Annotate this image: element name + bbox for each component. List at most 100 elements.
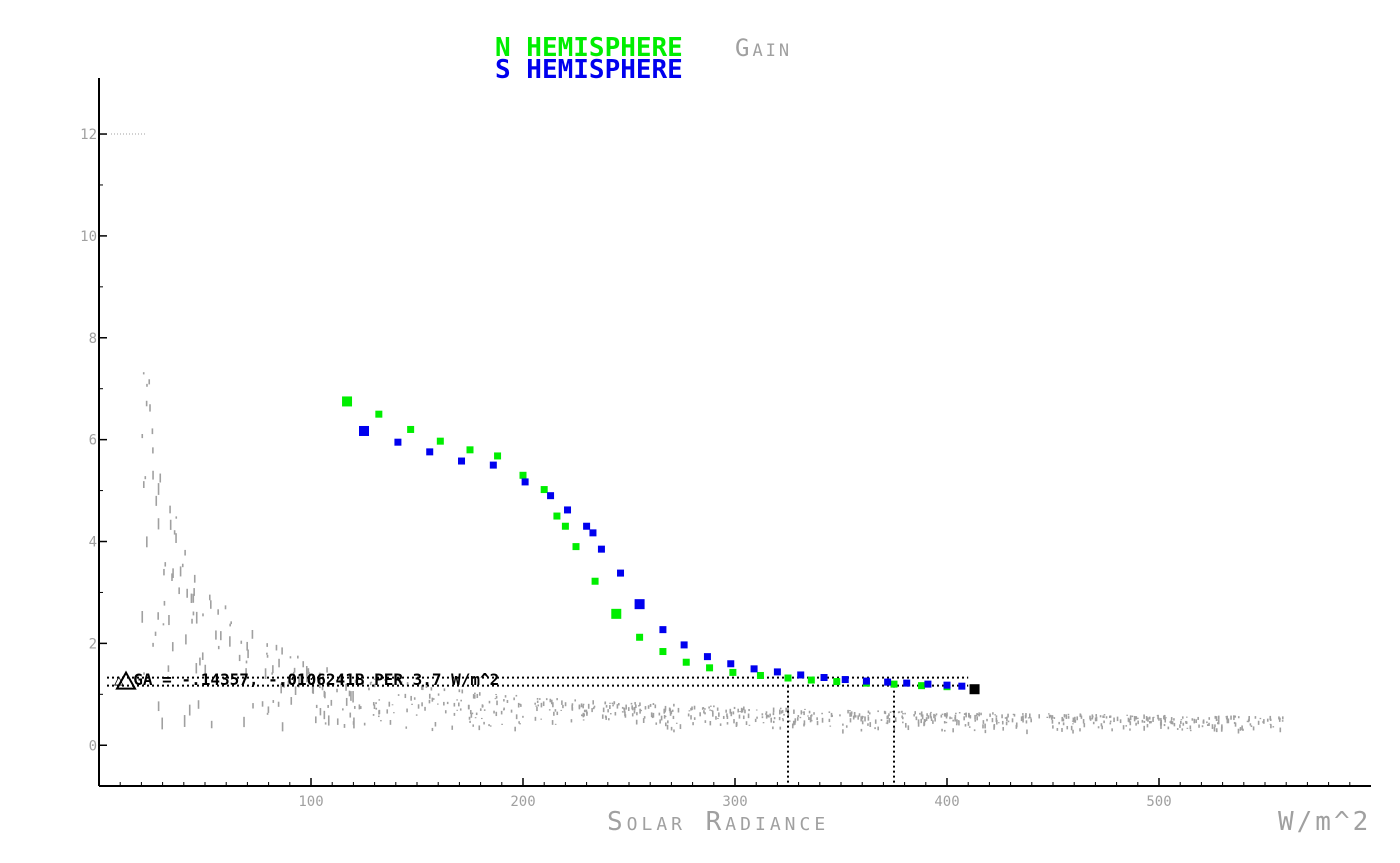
- background-point: [186, 588, 188, 598]
- background-point: [693, 717, 696, 720]
- background-point: [368, 687, 370, 691]
- background-point: [673, 729, 675, 733]
- north-point: [807, 676, 815, 684]
- background-point: [864, 716, 866, 722]
- data-points: [115, 396, 980, 695]
- background-point: [610, 713, 612, 715]
- background-point: [283, 681, 285, 688]
- background-point: [787, 708, 789, 712]
- background-point: [574, 699, 577, 702]
- background-point: [277, 701, 280, 707]
- background-point: [151, 428, 154, 435]
- background-point: [611, 702, 614, 704]
- background-point: [336, 718, 339, 725]
- background-point: [294, 675, 296, 681]
- background-point: [209, 600, 212, 609]
- background-point: [741, 708, 744, 713]
- background-point: [969, 715, 972, 719]
- background-point: [926, 713, 928, 717]
- background-point: [1072, 729, 1074, 734]
- background-point: [782, 719, 784, 722]
- background-point: [754, 718, 757, 723]
- background-point: [830, 712, 833, 718]
- background-point: [802, 711, 805, 713]
- background-point: [1248, 715, 1250, 719]
- background-point: [709, 720, 712, 726]
- background-point: [199, 657, 201, 666]
- background-point: [965, 712, 967, 718]
- background-point: [515, 694, 518, 697]
- background-point: [245, 660, 248, 664]
- background-point: [397, 694, 400, 696]
- south-point: [862, 677, 870, 685]
- background-point: [1061, 716, 1064, 722]
- background-point: [1027, 717, 1030, 719]
- background-point: [666, 724, 669, 730]
- background-point: [315, 704, 318, 709]
- background-point: [769, 713, 771, 717]
- background-point: [791, 723, 794, 729]
- y-tick-label: 2: [89, 636, 97, 652]
- background-point: [359, 706, 362, 709]
- background-point: [152, 470, 154, 480]
- x-tick-label: 200: [510, 794, 535, 810]
- background-point: [732, 711, 735, 715]
- background-point: [348, 690, 351, 697]
- background-point: [889, 711, 892, 714]
- north-point: [682, 658, 690, 666]
- background-point: [935, 713, 938, 716]
- south-point: [659, 626, 667, 634]
- background-point: [1179, 724, 1181, 728]
- background-point: [354, 679, 357, 683]
- background-point: [571, 704, 573, 710]
- x-tick-label: 400: [934, 794, 959, 810]
- background-point: [1215, 716, 1218, 722]
- background-point: [281, 722, 284, 732]
- background-point: [1025, 720, 1028, 724]
- background-point: [1257, 720, 1260, 725]
- background-point: [145, 400, 148, 407]
- background-point: [609, 705, 611, 710]
- background-point: [664, 708, 666, 713]
- background-point: [601, 714, 604, 719]
- background-point: [1012, 713, 1015, 716]
- background-point: [1072, 723, 1074, 725]
- background-point: [1176, 728, 1179, 730]
- background-point: [580, 714, 583, 717]
- background-point: [217, 609, 219, 615]
- background-point: [179, 566, 182, 577]
- background-point: [730, 712, 733, 717]
- background-point: [1029, 717, 1032, 719]
- background-point: [1191, 718, 1194, 721]
- background-point: [1252, 726, 1255, 731]
- background-point: [702, 707, 705, 710]
- background-point: [719, 723, 722, 726]
- north-point: [833, 678, 841, 686]
- background-point: [144, 476, 147, 480]
- background-point: [772, 726, 774, 730]
- background-point: [1160, 717, 1162, 722]
- background-point: [1169, 721, 1172, 723]
- x-tick-label: 300: [722, 794, 747, 810]
- background-point: [1089, 715, 1091, 720]
- south-point: [958, 682, 966, 690]
- background-point: [324, 722, 327, 725]
- background-point: [652, 712, 655, 718]
- background-point: [288, 680, 291, 683]
- background-point: [1073, 719, 1075, 723]
- background-point: [475, 712, 478, 716]
- background-point: [386, 709, 389, 714]
- background-point: [1163, 724, 1166, 727]
- background-point: [688, 710, 691, 712]
- background-point: [373, 678, 376, 680]
- background-point: [503, 707, 505, 711]
- background-point: [552, 702, 554, 708]
- south-point: [583, 522, 591, 530]
- background-point: [794, 720, 796, 725]
- background-point: [1129, 715, 1132, 721]
- background-point: [461, 689, 464, 694]
- background-point: [1234, 722, 1237, 727]
- background-point: [860, 719, 862, 722]
- background-point: [788, 720, 791, 722]
- background-point: [1058, 721, 1060, 725]
